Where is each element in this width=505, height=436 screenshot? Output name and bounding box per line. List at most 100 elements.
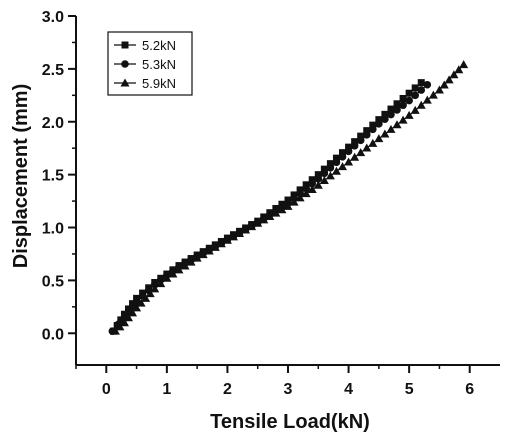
data-point	[454, 65, 464, 74]
x-tick-label: 3	[284, 381, 293, 398]
data-point	[375, 120, 383, 128]
y-tick-label: 1.5	[42, 168, 64, 185]
data-point	[253, 218, 263, 227]
data-point	[259, 215, 269, 224]
data-point	[174, 265, 184, 274]
data-point	[168, 269, 178, 278]
data-point	[283, 201, 293, 210]
data-point	[411, 91, 420, 100]
data-point	[417, 86, 426, 94]
y-tick-label: 2.5	[42, 62, 64, 79]
data-point	[302, 184, 310, 193]
data-point	[115, 322, 125, 331]
series-triangle	[110, 60, 469, 335]
data-point	[210, 242, 220, 251]
data-point	[313, 180, 323, 189]
series-line	[113, 82, 422, 332]
data-point	[198, 250, 208, 259]
legend-label: 5.2kN	[142, 38, 176, 53]
legend-label: 5.9kN	[142, 76, 176, 91]
chart-series	[108, 60, 469, 335]
data-point	[422, 95, 432, 104]
data-point	[344, 157, 354, 166]
legend-marker	[121, 41, 129, 49]
data-point	[192, 253, 202, 262]
data-point	[332, 154, 340, 162]
data-point	[399, 94, 407, 102]
data-point	[338, 153, 347, 161]
data-point	[380, 129, 390, 138]
x-tick-label: 2	[223, 381, 232, 398]
data-point	[241, 225, 251, 234]
x-tick-label: 5	[405, 381, 414, 398]
data-point	[307, 184, 317, 193]
data-point	[295, 193, 305, 202]
legend-marker	[120, 78, 130, 87]
data-point	[387, 110, 395, 119]
data-point	[141, 293, 151, 302]
x-tick-label: 0	[102, 381, 111, 398]
data-point	[392, 120, 402, 129]
chart-ticks: 0 1 2 3 4 5 6 0.0 0.5 1.0 1.5 2.0 2.5 3.0	[42, 9, 475, 398]
data-point	[357, 132, 365, 140]
data-point	[374, 134, 384, 143]
data-point	[338, 162, 348, 171]
data-point	[228, 232, 238, 241]
data-point	[386, 124, 396, 133]
data-point	[162, 273, 172, 282]
data-point	[301, 189, 311, 198]
data-point	[331, 166, 341, 175]
data-point	[362, 131, 371, 139]
data-point	[271, 208, 281, 217]
y-tick-label: 0.0	[42, 326, 64, 343]
data-point	[180, 261, 190, 270]
data-point	[123, 313, 133, 322]
data-point	[319, 176, 329, 185]
data-point	[110, 326, 120, 335]
data-point	[247, 222, 257, 231]
series-square	[110, 79, 425, 335]
chart-legend: 5.2kN 5.3kN 5.9kN	[107, 31, 193, 96]
y-tick-label: 2.0	[42, 115, 64, 132]
data-point	[449, 70, 459, 79]
data-point	[439, 80, 449, 89]
x-tick-label: 4	[344, 381, 353, 398]
data-point	[351, 138, 359, 146]
data-point	[404, 110, 414, 119]
data-point	[145, 289, 155, 298]
data-point	[375, 116, 383, 124]
data-point	[345, 143, 353, 151]
data-point	[399, 101, 407, 110]
data-point	[381, 110, 389, 118]
data-point	[356, 136, 365, 145]
data-point	[136, 298, 146, 307]
x-tick-label: 6	[465, 381, 474, 398]
data-point	[434, 85, 444, 94]
data-point	[314, 175, 323, 183]
data-point	[117, 316, 125, 324]
data-point	[356, 148, 366, 157]
data-point	[308, 176, 316, 184]
data-point	[444, 75, 454, 84]
legend-marker	[121, 60, 129, 68]
data-point	[344, 147, 353, 156]
data-point	[128, 308, 138, 317]
data-point	[428, 90, 438, 99]
data-point	[417, 79, 425, 87]
data-point	[405, 89, 413, 97]
data-point	[222, 235, 232, 244]
data-point	[410, 105, 420, 114]
data-point	[381, 115, 389, 124]
series-circle	[108, 80, 432, 335]
data-point	[289, 197, 299, 206]
data-point	[393, 106, 401, 114]
data-point	[150, 284, 160, 293]
data-point	[302, 181, 310, 189]
data-point	[423, 80, 432, 89]
data-point	[308, 179, 317, 188]
data-point	[204, 246, 214, 255]
x-tick-label: 1	[162, 381, 171, 398]
data-point	[186, 257, 196, 266]
data-point	[326, 160, 334, 168]
data-point	[320, 169, 329, 178]
